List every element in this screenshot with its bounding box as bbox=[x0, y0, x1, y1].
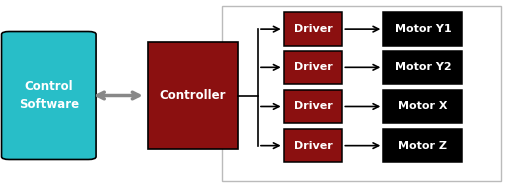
Text: Motor Z: Motor Z bbox=[399, 141, 447, 151]
Text: Motor X: Motor X bbox=[398, 101, 448, 112]
Bar bbox=[148, 42, 238, 149]
Text: Driver: Driver bbox=[294, 62, 332, 72]
FancyBboxPatch shape bbox=[2, 32, 96, 159]
Text: Controller: Controller bbox=[159, 89, 226, 102]
Bar bbox=[383, 129, 462, 162]
Bar bbox=[284, 12, 342, 46]
Bar bbox=[284, 129, 342, 162]
Text: Motor Y1: Motor Y1 bbox=[394, 24, 451, 34]
Text: Driver: Driver bbox=[294, 24, 332, 34]
Bar bbox=[284, 51, 342, 84]
Bar bbox=[284, 90, 342, 123]
Text: Control
Software: Control Software bbox=[19, 80, 79, 111]
Bar bbox=[383, 90, 462, 123]
Text: Driver: Driver bbox=[294, 141, 332, 151]
Bar bbox=[222, 6, 501, 181]
Text: Motor Y2: Motor Y2 bbox=[394, 62, 451, 72]
Text: Driver: Driver bbox=[294, 101, 332, 112]
Bar bbox=[383, 12, 462, 46]
Bar bbox=[383, 51, 462, 84]
